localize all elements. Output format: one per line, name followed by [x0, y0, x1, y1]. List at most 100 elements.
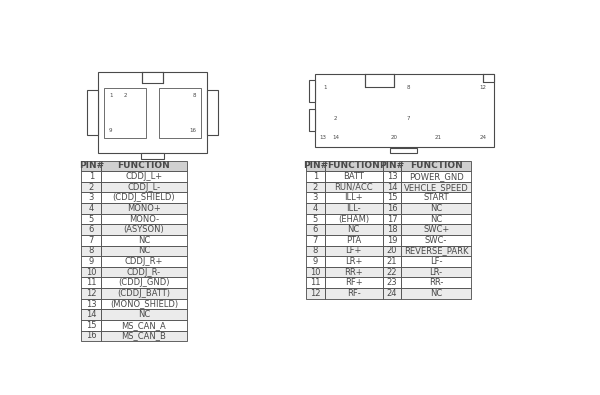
Text: PIN#: PIN#	[379, 162, 404, 170]
Text: 8: 8	[89, 246, 94, 256]
Text: CDDJ_R-: CDDJ_R-	[127, 268, 161, 276]
Bar	[109, 100, 112, 103]
Text: LF-: LF-	[430, 257, 442, 266]
Text: ILL+: ILL+	[344, 193, 363, 202]
Text: 1: 1	[313, 172, 318, 181]
Bar	[325, 224, 383, 235]
Text: 16: 16	[386, 204, 397, 213]
Bar	[306, 246, 325, 256]
Bar	[383, 288, 401, 299]
Text: 2: 2	[334, 115, 337, 120]
Bar	[383, 256, 401, 267]
Bar	[101, 224, 187, 235]
Bar	[363, 110, 366, 113]
Bar	[181, 122, 184, 126]
Text: 8: 8	[193, 93, 196, 98]
Text: MS_CAN_A: MS_CAN_A	[122, 321, 166, 330]
Text: 16: 16	[189, 128, 196, 133]
Text: 6: 6	[313, 225, 318, 234]
Bar	[401, 182, 471, 192]
Text: LR+: LR+	[345, 257, 362, 266]
Bar	[392, 110, 395, 113]
Bar	[437, 130, 440, 133]
Bar	[81, 161, 101, 171]
Text: MONO+: MONO+	[127, 204, 161, 213]
Bar	[383, 161, 401, 171]
Bar	[401, 235, 471, 246]
Text: 4: 4	[313, 204, 318, 213]
Bar	[157, 100, 160, 103]
Text: 5: 5	[313, 214, 318, 224]
Text: NC: NC	[430, 204, 442, 213]
Bar	[306, 267, 325, 277]
Text: 7: 7	[313, 236, 318, 245]
Bar	[325, 256, 383, 267]
Bar	[324, 92, 327, 96]
Bar	[325, 235, 383, 246]
Bar	[325, 214, 383, 224]
Text: 12: 12	[86, 289, 97, 298]
Bar	[133, 100, 136, 103]
Text: (CDDJ_SHIELD): (CDDJ_SHIELD)	[113, 193, 175, 202]
Text: 13: 13	[386, 172, 397, 181]
Bar	[401, 246, 471, 256]
Bar	[140, 153, 164, 159]
Text: NC: NC	[138, 236, 150, 245]
Text: 8: 8	[406, 85, 410, 90]
Text: 2: 2	[313, 182, 318, 192]
Text: 9: 9	[89, 257, 94, 266]
Text: SWC-: SWC-	[425, 236, 448, 245]
Bar	[81, 267, 101, 277]
Text: 13: 13	[86, 299, 97, 308]
Bar	[306, 182, 325, 192]
Text: RR+: RR+	[344, 268, 363, 276]
Bar	[383, 192, 401, 203]
Text: 6: 6	[89, 225, 94, 234]
Bar	[101, 171, 187, 182]
Text: 20: 20	[387, 246, 397, 256]
Bar	[181, 100, 184, 103]
Text: FUNCTION: FUNCTION	[118, 162, 170, 170]
Text: 23: 23	[386, 278, 397, 287]
Text: 7: 7	[89, 236, 94, 245]
Bar	[104, 88, 146, 138]
Bar	[81, 192, 101, 203]
Bar	[334, 110, 337, 113]
Text: RR-: RR-	[429, 278, 443, 287]
Bar	[101, 267, 187, 277]
Bar	[193, 122, 196, 126]
Text: 18: 18	[386, 225, 397, 234]
Bar	[401, 224, 471, 235]
Bar	[81, 203, 101, 214]
Bar	[401, 256, 471, 267]
Bar	[325, 171, 383, 182]
Text: 1: 1	[323, 85, 327, 90]
Text: 16: 16	[86, 331, 97, 340]
Bar	[309, 109, 315, 132]
Text: 15: 15	[86, 321, 97, 330]
Text: START: START	[424, 193, 449, 202]
Text: NC: NC	[138, 246, 150, 256]
Bar	[169, 100, 172, 103]
Text: 24: 24	[480, 135, 487, 140]
Text: LF+: LF+	[346, 246, 362, 256]
Bar	[401, 288, 471, 299]
Bar	[306, 277, 325, 288]
Bar	[306, 224, 325, 235]
Bar	[133, 122, 136, 126]
Bar	[109, 122, 112, 126]
Bar	[325, 203, 383, 214]
Bar	[383, 235, 401, 246]
Bar	[81, 288, 101, 299]
Bar	[444, 92, 447, 96]
Bar	[325, 288, 383, 299]
Bar	[101, 246, 187, 256]
Bar	[306, 214, 325, 224]
Text: 14: 14	[387, 182, 397, 192]
Bar	[101, 320, 187, 331]
Bar	[169, 122, 172, 126]
Text: (CDDJ_GND): (CDDJ_GND)	[118, 278, 170, 287]
Bar	[401, 203, 471, 214]
Bar	[142, 72, 163, 83]
Bar	[81, 246, 101, 256]
